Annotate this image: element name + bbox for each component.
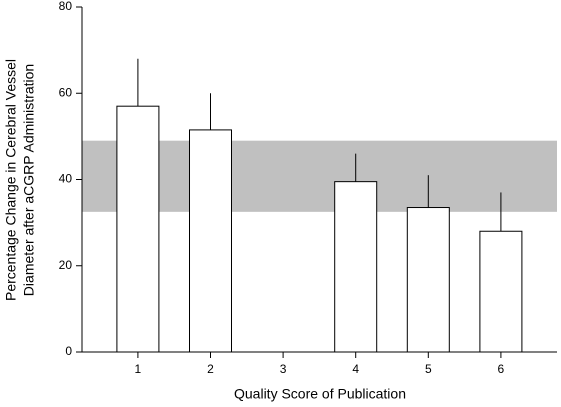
x-tick-label: 1 [135,362,142,376]
y-tick-label: 80 [59,0,73,13]
bar [116,105,160,353]
bar [334,181,378,353]
y-tick-label: 0 [65,344,72,358]
x-tick-label: 6 [498,362,505,376]
reference-band [82,140,557,212]
y-axis-label: Diameter after aCGRP Administration [21,64,37,296]
x-tick-label: 2 [207,362,214,376]
bar [479,230,523,353]
x-tick-label: 5 [425,362,432,376]
bar [406,207,450,353]
x-axis-label: Quality Score of Publication [234,386,406,402]
y-tick-label: 20 [59,258,73,272]
bar [189,129,233,353]
y-tick-label: 60 [59,85,73,99]
x-tick-label: 4 [352,362,359,376]
x-tick-label: 3 [280,362,287,376]
y-tick-label: 40 [59,172,73,186]
y-axis-label: Percentage Change in Cerebral Vessel [3,59,19,301]
